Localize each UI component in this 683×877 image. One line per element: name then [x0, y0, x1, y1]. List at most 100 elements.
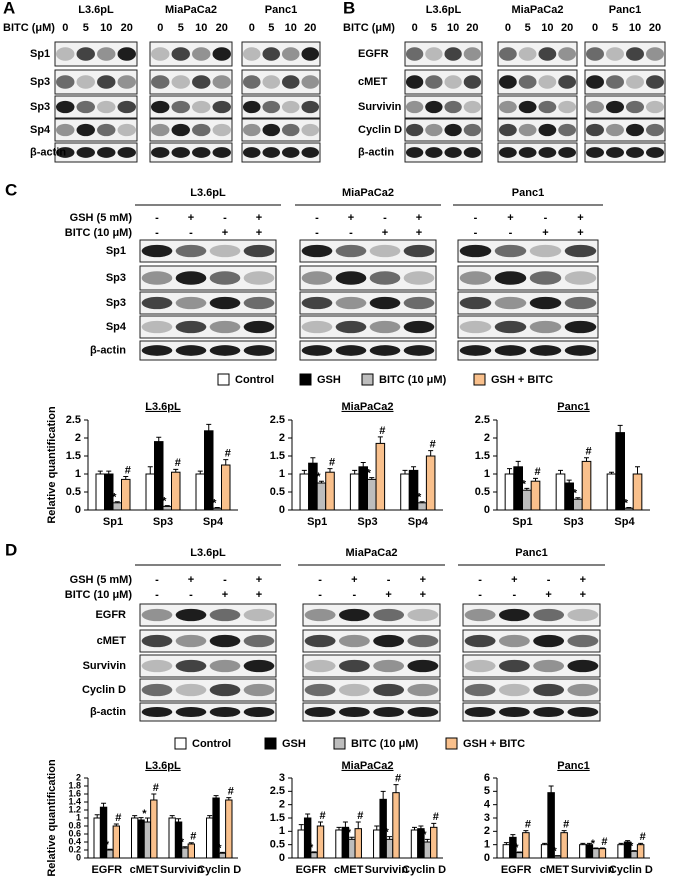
significance-mark: #	[175, 457, 181, 469]
error-bar	[524, 487, 530, 491]
bar	[143, 821, 152, 859]
blot-band	[281, 123, 300, 137]
blot-frame	[302, 603, 441, 627]
bar	[131, 817, 139, 859]
error-bar	[114, 501, 120, 503]
dose-value: 10	[629, 22, 641, 34]
blot-band	[564, 244, 597, 258]
blot-band	[242, 123, 261, 137]
error-bar	[561, 830, 567, 833]
error-bar	[169, 815, 175, 818]
y-tick-label: 0.5	[270, 486, 285, 498]
blot-band	[212, 147, 231, 158]
panel-letter: A	[3, 0, 15, 17]
significance-mark: *	[105, 839, 110, 851]
blot-frame	[497, 118, 578, 142]
error-bar	[182, 846, 188, 848]
legend-swatch	[264, 737, 277, 750]
blot-band	[646, 147, 664, 158]
treatment-sign: +	[256, 589, 262, 601]
y-tick-label: 0.5	[475, 486, 490, 498]
error-bar	[219, 851, 225, 854]
blot-band	[407, 683, 439, 697]
blot-band	[171, 47, 190, 61]
bar	[106, 849, 114, 859]
cell-line-label: Panc1	[609, 4, 641, 16]
blot-band	[335, 271, 367, 285]
blot-band	[335, 345, 367, 356]
blot-frame	[462, 678, 601, 702]
blot-band	[301, 47, 320, 61]
dose-value: 20	[216, 22, 228, 34]
bar	[430, 826, 438, 859]
blot-band	[97, 75, 116, 89]
significance-mark: *	[316, 471, 321, 483]
blot-band	[498, 100, 517, 114]
blot-frame	[457, 291, 599, 315]
significance-mark: #	[357, 810, 363, 822]
blot-band	[175, 608, 207, 622]
significance-mark: *	[112, 492, 117, 504]
blot-frame	[404, 118, 483, 142]
error-bar	[197, 470, 203, 474]
blot-band	[192, 147, 211, 158]
legend-swatch	[473, 373, 486, 386]
bar	[417, 502, 427, 511]
blot-band	[243, 345, 275, 356]
blot-band	[242, 47, 261, 61]
blot-band	[117, 100, 136, 114]
blot-band	[567, 634, 599, 648]
legend-swatch	[361, 373, 374, 386]
error-bar	[342, 821, 348, 828]
x-tick-label: Sp1	[307, 516, 327, 528]
blot-frame	[149, 118, 233, 142]
y-tick-label: 2.5	[270, 785, 285, 797]
blot-band	[494, 296, 527, 310]
significance-mark: #	[319, 810, 325, 822]
blot-band	[373, 634, 405, 648]
legend-swatch	[299, 373, 312, 386]
bar	[187, 843, 195, 859]
error-bar	[206, 423, 212, 431]
blot-frame	[139, 678, 277, 702]
bar	[375, 442, 386, 511]
treatment-sign: -	[349, 227, 353, 239]
bar	[316, 825, 325, 859]
y-tick-label: 2	[75, 432, 81, 444]
x-tick-label: Sp4	[408, 516, 429, 528]
cell-line-label: L3.6pL	[426, 4, 462, 16]
blot-band	[498, 634, 530, 648]
significance-mark: #	[585, 446, 591, 458]
x-tick-label: Sp3	[357, 516, 377, 528]
blot-band	[407, 659, 439, 673]
y-tick-label: 2.5	[270, 414, 285, 426]
error-bar	[419, 501, 425, 503]
error-bar	[516, 851, 522, 853]
error-bar	[418, 825, 424, 829]
blot-frame	[457, 315, 599, 339]
x-tick-label: cMET	[334, 864, 364, 876]
blot-band	[407, 634, 439, 648]
blot-band	[567, 683, 599, 697]
blot-band	[498, 683, 530, 697]
blot-band	[646, 123, 664, 137]
bar	[145, 473, 155, 511]
treatment-sign: -	[478, 574, 482, 586]
blot-band	[606, 75, 624, 89]
bar	[522, 489, 532, 511]
blot-band	[243, 706, 275, 718]
treatment-sign: -	[155, 212, 159, 224]
blot-band	[586, 100, 604, 114]
panel-letter: C	[5, 180, 17, 199]
blot-band	[558, 100, 577, 114]
significance-mark: #	[379, 425, 385, 437]
blot-band	[209, 320, 241, 334]
x-tick-label: cMET	[540, 864, 570, 876]
bar	[425, 455, 436, 511]
treatment-sign: -	[509, 227, 513, 239]
blot-band	[463, 75, 482, 89]
significance-mark: #	[228, 786, 234, 798]
blot-frame	[241, 95, 321, 119]
cell-line-label: Panc1	[515, 547, 547, 559]
blot-band	[212, 100, 231, 114]
